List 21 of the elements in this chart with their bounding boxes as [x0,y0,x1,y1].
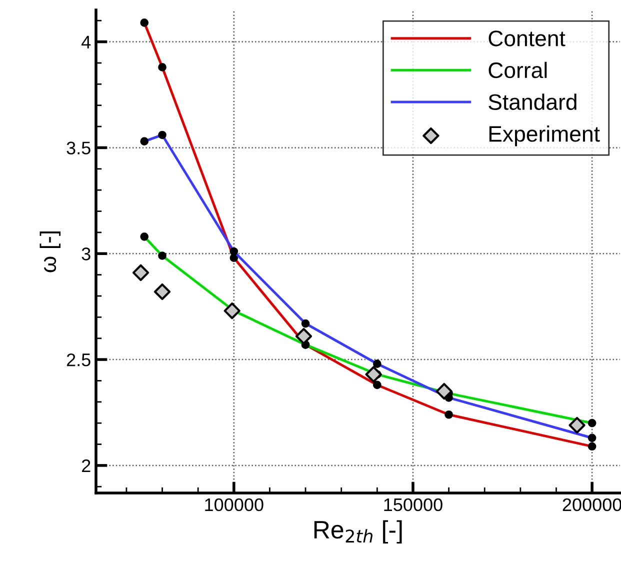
point [154,283,171,300]
y-tick-label: 2 [82,459,90,472]
legend-label: Content [488,30,566,46]
y-tick-label: 3 [82,248,90,260]
point [224,302,240,320]
point [295,328,312,345]
point [568,416,586,434]
point [365,366,382,383]
y-tick-label: 3.5 [66,142,90,154]
x-tick-label: 200000 [562,498,621,512]
y-tick-label: 2.5 [66,353,90,366]
y-axis-title: ω [-] [40,231,60,272]
x-axis-title: Re$_{2th}$ [-] [314,520,402,544]
legend-label: Corral [488,62,547,78]
legend-label: Standard [488,94,576,110]
point [132,264,150,282]
point [436,382,452,400]
y-tick-label: 4 [82,36,91,48]
x-tick-label: 100000 [205,498,264,512]
x-tick-label: 150000 [384,498,442,512]
legend-label: Experiment [489,125,600,146]
